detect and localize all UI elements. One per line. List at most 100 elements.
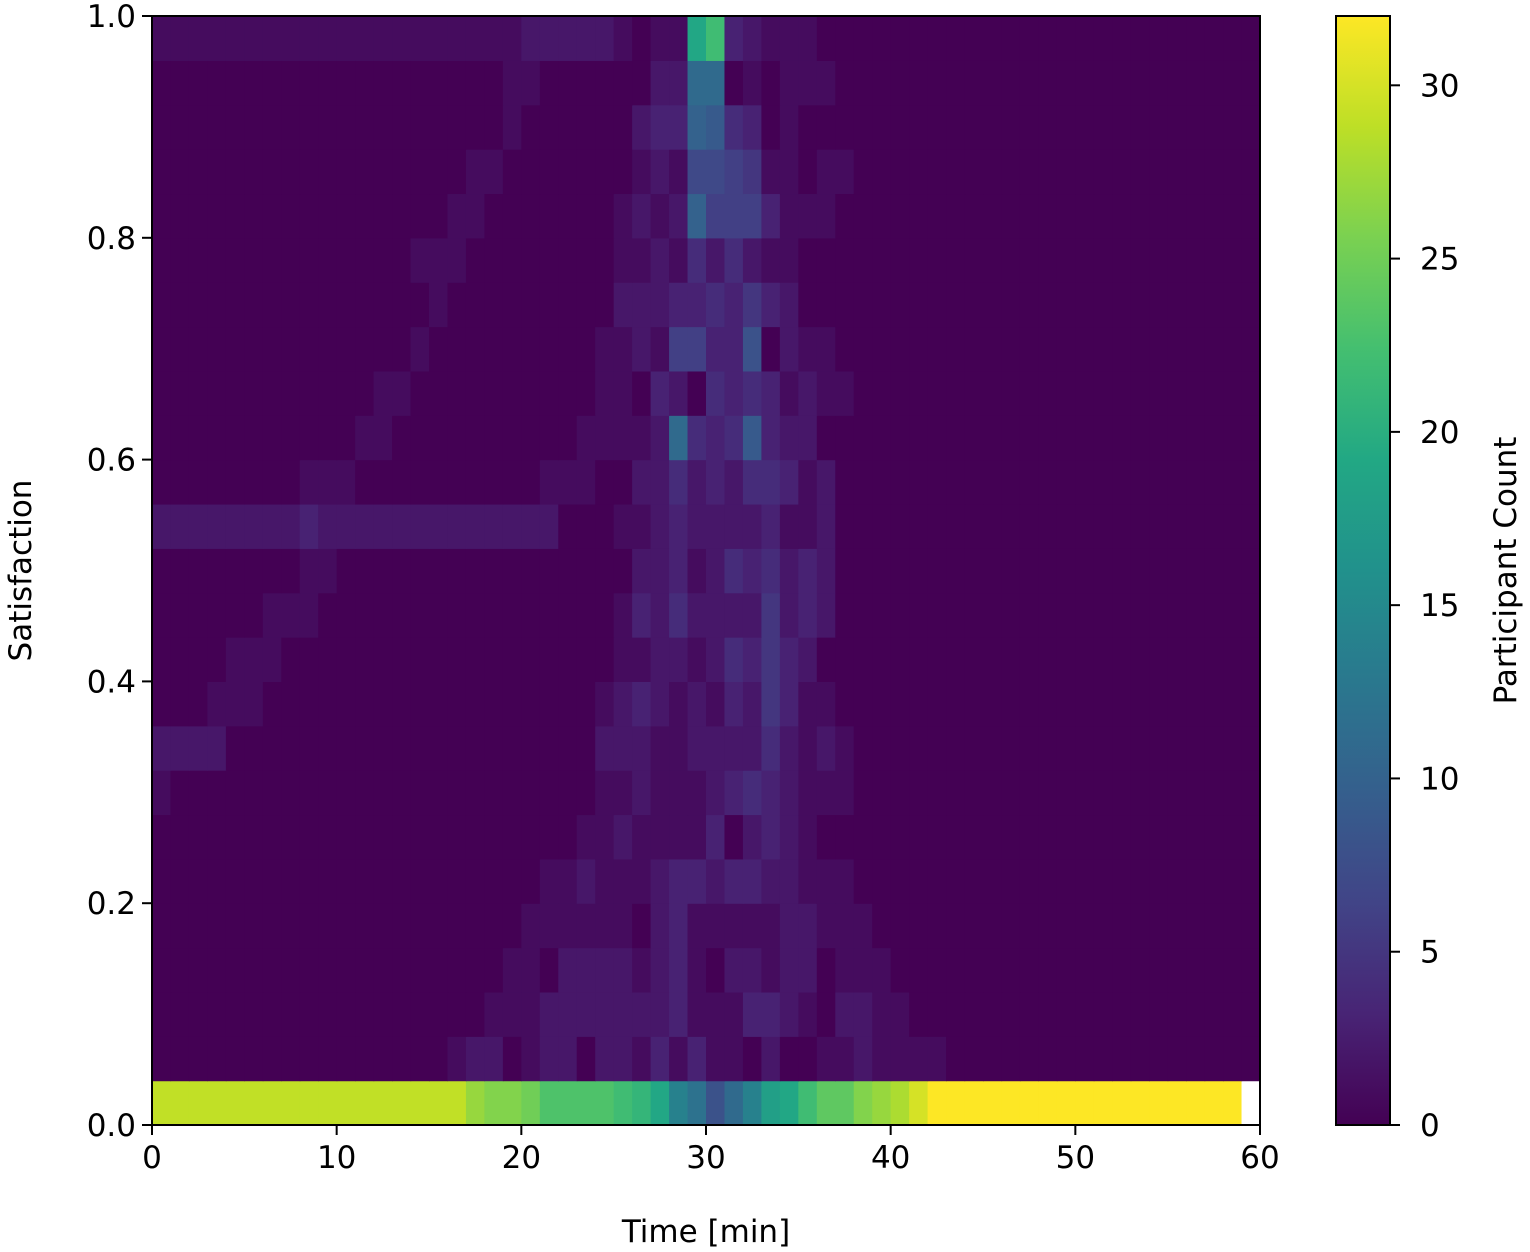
heatmap-cell	[244, 237, 264, 283]
heatmap-cell	[983, 725, 1003, 771]
heatmap-cell	[872, 548, 892, 594]
heatmap-cell	[502, 237, 522, 283]
heatmap-cell	[1038, 459, 1058, 505]
heatmap-cell	[687, 858, 707, 904]
heatmap-cell	[890, 770, 910, 816]
heatmap-cell	[355, 592, 375, 638]
heatmap-cell	[576, 415, 596, 461]
heatmap-cell	[447, 193, 467, 239]
heatmap-cell	[299, 104, 319, 150]
heatmap-cell	[1075, 149, 1095, 195]
heatmap-cell	[909, 16, 929, 61]
heatmap-cell	[779, 991, 799, 1037]
heatmap-cell	[484, 725, 504, 771]
heatmap-cell	[410, 326, 430, 372]
heatmap-cell	[1223, 503, 1243, 549]
heatmap-cell	[502, 681, 522, 727]
heatmap-cell	[262, 16, 282, 61]
heatmap-cell	[1093, 814, 1113, 860]
heatmap-cell	[355, 681, 375, 727]
heatmap-cell	[1130, 503, 1150, 549]
heatmap-cell	[429, 415, 449, 461]
heatmap-cell	[392, 16, 412, 61]
heatmap-cell	[262, 104, 282, 150]
heatmap-cell	[318, 858, 338, 904]
heatmap-cell	[1149, 903, 1169, 949]
heatmap-cell	[742, 193, 762, 239]
heatmap-cell	[1149, 326, 1169, 372]
heatmap-cell	[1186, 415, 1206, 461]
heatmap-cell	[1186, 1080, 1206, 1126]
heatmap-cell	[576, 681, 596, 727]
y-tick-label: 0.4	[87, 664, 136, 700]
heatmap-cell	[262, 858, 282, 904]
heatmap-cell	[318, 814, 338, 860]
heatmap-cell	[964, 282, 984, 328]
heatmap-cell	[706, 149, 726, 195]
heatmap-cell	[539, 947, 559, 993]
x-tick-label: 60	[1240, 1140, 1279, 1176]
heatmap-cell	[502, 637, 522, 682]
heatmap-cell	[1204, 104, 1224, 150]
heatmap-cell	[392, 149, 412, 195]
heatmap-cell	[983, 681, 1003, 727]
heatmap-cell	[170, 415, 190, 461]
heatmap-cell	[373, 16, 393, 61]
heatmap-cell	[1130, 725, 1150, 771]
heatmap-cell	[484, 503, 504, 549]
heatmap-cell	[724, 637, 744, 682]
heatmap-cell	[447, 681, 467, 727]
heatmap-cell	[1167, 814, 1187, 860]
heatmap-cell	[761, 725, 781, 771]
heatmap-cell	[1093, 282, 1113, 328]
heatmap-cell	[835, 326, 855, 372]
heatmap-cell	[724, 858, 744, 904]
heatmap-cell	[669, 991, 689, 1037]
heatmap-cell	[650, 415, 670, 461]
heatmap-cell	[632, 1036, 652, 1082]
heatmap-cell	[318, 415, 338, 461]
heatmap-cell	[927, 282, 947, 328]
heatmap-cell	[1241, 149, 1261, 195]
heatmap-cell	[595, 770, 615, 816]
heatmap-cell	[1241, 370, 1261, 416]
heatmap-cell	[207, 104, 227, 150]
heatmap-cell	[299, 858, 319, 904]
heatmap-cell	[1223, 193, 1243, 239]
heatmap-cell	[1038, 149, 1058, 195]
heatmap-cell	[1204, 681, 1224, 727]
heatmap-cell	[170, 149, 190, 195]
heatmap-cell	[299, 149, 319, 195]
heatmap-cell	[558, 637, 578, 682]
heatmap-cell	[373, 1036, 393, 1082]
heatmap-cell	[687, 237, 707, 283]
heatmap-cell	[558, 592, 578, 638]
heatmap-cell	[816, 459, 836, 505]
heatmap-cell	[1001, 326, 1021, 372]
heatmap-cell	[576, 725, 596, 771]
heatmap-cell	[170, 770, 190, 816]
heatmap-cell	[1056, 1036, 1076, 1082]
heatmap-cell	[890, 858, 910, 904]
heatmap-cell	[1112, 637, 1132, 682]
heatmap-cell	[1223, 60, 1243, 106]
heatmap-cell	[392, 725, 412, 771]
heatmap-cell	[225, 503, 245, 549]
heatmap-cell	[798, 149, 818, 195]
heatmap-cell	[687, 681, 707, 727]
heatmap-cell	[779, 681, 799, 727]
heatmap-cell	[816, 16, 836, 61]
heatmap-cell	[502, 326, 522, 372]
heatmap-cell	[1167, 592, 1187, 638]
heatmap-cell	[576, 548, 596, 594]
heatmap-cell	[1223, 858, 1243, 904]
heatmap-cell	[595, 592, 615, 638]
heatmap-cell	[336, 770, 356, 816]
heatmap-cell	[336, 637, 356, 682]
heatmap-cell	[1241, 903, 1261, 949]
heatmap-cell	[816, 1080, 836, 1126]
heatmap-cell	[890, 326, 910, 372]
heatmap-cell	[669, 104, 689, 150]
heatmap-cell	[595, 193, 615, 239]
